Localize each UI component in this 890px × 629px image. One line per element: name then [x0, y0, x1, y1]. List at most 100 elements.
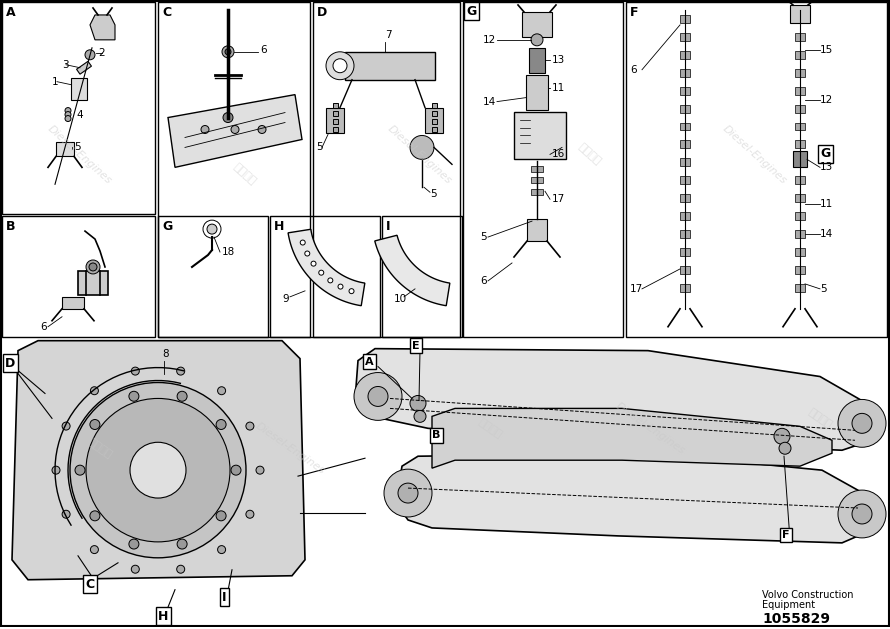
- Text: C: C: [85, 578, 94, 591]
- Bar: [56, 142, 74, 157]
- Bar: [514, 111, 566, 159]
- Circle shape: [203, 220, 221, 238]
- Text: D: D: [317, 6, 328, 19]
- Circle shape: [85, 50, 95, 60]
- Bar: [680, 159, 690, 166]
- Text: 紫发动力: 紫发动力: [86, 437, 114, 460]
- Text: 7: 7: [385, 30, 392, 40]
- Text: 5: 5: [480, 232, 487, 242]
- Bar: [795, 266, 805, 274]
- Text: C: C: [162, 6, 171, 19]
- Text: 17: 17: [552, 194, 565, 204]
- Circle shape: [90, 511, 100, 521]
- Circle shape: [410, 135, 434, 159]
- Circle shape: [304, 251, 310, 256]
- Circle shape: [177, 539, 187, 549]
- Polygon shape: [375, 235, 449, 306]
- Bar: [680, 230, 690, 238]
- Bar: [795, 284, 805, 292]
- Polygon shape: [288, 230, 365, 306]
- Circle shape: [410, 396, 426, 411]
- Circle shape: [225, 49, 231, 55]
- Text: D: D: [5, 357, 15, 370]
- Bar: [680, 33, 690, 41]
- Bar: [62, 297, 84, 309]
- Circle shape: [368, 386, 388, 406]
- Bar: [680, 248, 690, 256]
- Circle shape: [838, 399, 886, 447]
- Bar: [680, 87, 690, 94]
- Bar: [795, 87, 805, 94]
- Bar: [680, 15, 690, 23]
- Bar: [680, 212, 690, 220]
- Circle shape: [132, 367, 140, 375]
- Bar: [793, 152, 807, 167]
- Text: 1: 1: [52, 77, 59, 87]
- Polygon shape: [168, 94, 302, 167]
- Text: 2: 2: [98, 48, 105, 58]
- Text: 16: 16: [552, 150, 565, 159]
- Circle shape: [231, 465, 241, 475]
- Polygon shape: [396, 454, 872, 543]
- Bar: [795, 123, 805, 130]
- Bar: [680, 104, 690, 113]
- Text: 紫发动力: 紫发动力: [806, 407, 834, 430]
- Bar: [77, 61, 92, 74]
- Polygon shape: [355, 348, 872, 450]
- Circle shape: [852, 413, 872, 433]
- Bar: [425, 108, 443, 133]
- Polygon shape: [12, 341, 305, 580]
- Text: 紫发动力: 紫发动力: [476, 416, 504, 440]
- Text: 紫发动力: 紫发动力: [231, 162, 258, 187]
- Bar: [795, 140, 805, 148]
- Circle shape: [177, 565, 185, 573]
- Bar: [790, 5, 810, 23]
- Bar: [795, 230, 805, 238]
- Text: Diesel-Engines: Diesel-Engines: [613, 401, 686, 456]
- Text: Equipment: Equipment: [762, 599, 815, 610]
- Circle shape: [86, 260, 100, 274]
- Bar: [333, 103, 337, 108]
- Text: I: I: [222, 591, 226, 604]
- Text: H: H: [158, 610, 168, 623]
- Text: Diesel-Engines: Diesel-Engines: [254, 421, 327, 476]
- Text: 17: 17: [630, 284, 643, 294]
- Text: B: B: [6, 220, 15, 233]
- Bar: [432, 119, 436, 124]
- Text: Volvo Construction: Volvo Construction: [762, 590, 854, 599]
- Text: 14: 14: [820, 229, 833, 239]
- Text: 5: 5: [74, 142, 81, 152]
- Circle shape: [338, 284, 343, 289]
- Circle shape: [223, 113, 233, 123]
- Text: 6: 6: [40, 321, 46, 331]
- Text: G: G: [820, 147, 830, 160]
- Text: 9: 9: [282, 294, 288, 304]
- Text: 紫发动力: 紫发动力: [577, 142, 603, 167]
- Circle shape: [231, 126, 239, 133]
- Text: F: F: [782, 530, 789, 540]
- Circle shape: [201, 126, 209, 133]
- Bar: [529, 48, 545, 73]
- Text: 1055829: 1055829: [762, 611, 830, 626]
- Bar: [531, 189, 543, 195]
- Circle shape: [65, 108, 71, 114]
- Bar: [680, 69, 690, 77]
- Text: Diesel-Engines: Diesel-Engines: [721, 123, 789, 186]
- Bar: [333, 127, 337, 132]
- Text: I: I: [386, 220, 391, 233]
- Text: Diesel-Engines: Diesel-Engines: [46, 123, 114, 186]
- Circle shape: [333, 58, 347, 73]
- Text: 5: 5: [820, 284, 827, 294]
- Circle shape: [89, 263, 97, 271]
- Bar: [795, 194, 805, 202]
- Bar: [531, 177, 543, 183]
- Bar: [78, 271, 108, 295]
- Text: 6: 6: [630, 65, 636, 75]
- Circle shape: [300, 240, 305, 245]
- Bar: [795, 212, 805, 220]
- Bar: [522, 12, 552, 37]
- Circle shape: [177, 391, 187, 401]
- Circle shape: [75, 465, 85, 475]
- Circle shape: [246, 422, 254, 430]
- Text: E: E: [467, 6, 475, 19]
